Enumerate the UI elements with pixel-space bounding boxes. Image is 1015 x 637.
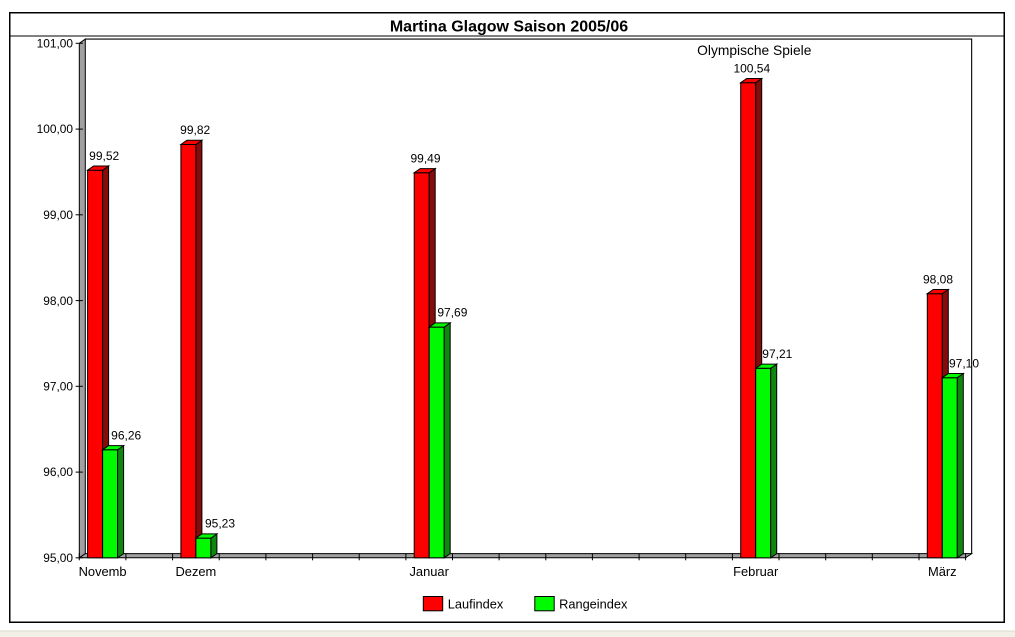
svg-text:95,23: 95,23 — [205, 517, 235, 531]
svg-text:97,00: 97,00 — [43, 380, 73, 394]
svg-text:97,10: 97,10 — [949, 356, 979, 370]
svg-text:Januar: Januar — [409, 564, 449, 579]
svg-text:98,08: 98,08 — [923, 272, 953, 286]
svg-text:96,26: 96,26 — [111, 428, 141, 442]
svg-text:Novemb: Novemb — [79, 564, 127, 579]
svg-text:Olympische Spiele: Olympische Spiele — [697, 43, 812, 58]
svg-text:98,00: 98,00 — [43, 294, 73, 308]
svg-text:Februar: Februar — [733, 564, 779, 579]
svg-text:März: März — [928, 564, 957, 579]
svg-text:Laufindex: Laufindex — [448, 597, 504, 612]
svg-text:96,00: 96,00 — [43, 465, 73, 479]
svg-text:95,00: 95,00 — [43, 551, 73, 565]
svg-text:99,00: 99,00 — [43, 208, 73, 222]
svg-text:Rangeindex: Rangeindex — [559, 597, 628, 612]
svg-text:99,49: 99,49 — [410, 151, 440, 165]
svg-text:99,52: 99,52 — [89, 149, 119, 163]
svg-text:Dezem: Dezem — [175, 564, 216, 579]
svg-text:97,69: 97,69 — [437, 306, 467, 320]
svg-text:100,00: 100,00 — [37, 122, 74, 136]
svg-text:99,82: 99,82 — [180, 123, 210, 137]
svg-text:101,00: 101,00 — [37, 37, 74, 51]
svg-text:97,21: 97,21 — [762, 347, 792, 361]
svg-text:100,54: 100,54 — [733, 61, 770, 75]
svg-text:Martina Glagow Saison 2005/06: Martina Glagow Saison 2005/06 — [390, 18, 628, 35]
